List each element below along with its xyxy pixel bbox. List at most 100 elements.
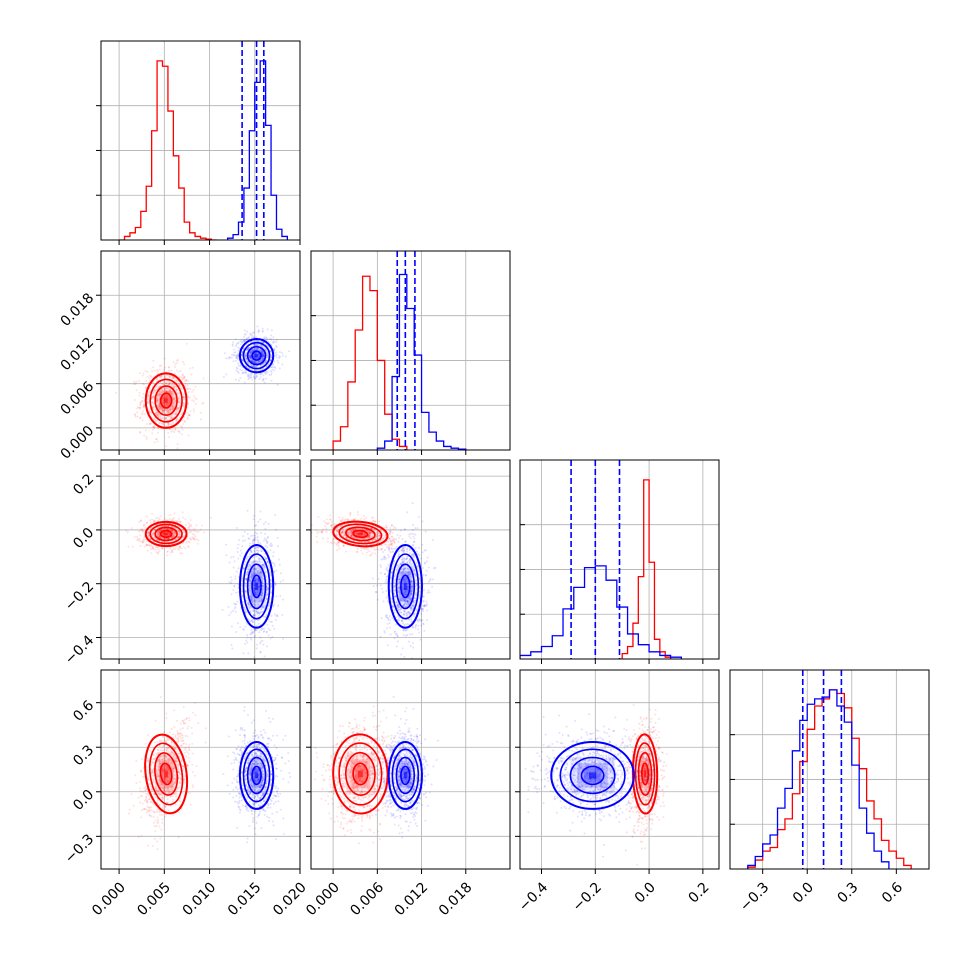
red-contour	[332, 733, 389, 815]
panel-r3-c3: −0.3 0.0 0.3 0.6	[729, 669, 930, 915]
red-contour	[144, 372, 188, 429]
x-tick-label: 0.0	[632, 879, 659, 906]
panel-r2-c0: −0.4 −0.2 0.0 0.2	[62, 459, 301, 668]
blue-contour	[550, 740, 635, 810]
y-tick-label: 0.0	[70, 525, 97, 552]
red-contour	[144, 520, 188, 548]
x-tick-label: −0.4	[516, 879, 551, 914]
red-histogram	[332, 275, 408, 450]
panel-frame	[100, 669, 301, 870]
x-tick-label: 0.006	[347, 879, 387, 919]
red-contour	[634, 742, 656, 806]
red-contour	[154, 752, 179, 796]
red-contour	[338, 742, 383, 806]
blue-contour	[395, 756, 416, 795]
y-tick-label: 0.006	[58, 379, 98, 419]
y-tick-label: 0.0	[70, 787, 97, 814]
panel-frame	[519, 669, 720, 870]
x-tick-label: 0.018	[436, 879, 476, 919]
panel-frame	[100, 459, 301, 660]
x-tick-label: 0.005	[134, 879, 174, 919]
panel-r2-c1	[306, 459, 511, 664]
panel-r1-c1	[310, 250, 511, 455]
y-tick-label: 0.018	[58, 290, 98, 330]
blue-contour	[238, 740, 275, 810]
y-tick-label: −0.3	[62, 831, 97, 866]
red-contour	[149, 523, 183, 545]
red-contour	[149, 378, 183, 423]
red-contour	[159, 762, 173, 786]
blue-contour	[238, 544, 275, 629]
blue-histogram	[226, 60, 288, 240]
blue-contour	[246, 756, 267, 795]
blue-contour	[238, 338, 275, 374]
red-contour	[352, 529, 369, 539]
panel-frame	[310, 250, 511, 451]
red-contour	[352, 762, 369, 786]
x-tick-label: −0.2	[570, 879, 605, 914]
blue-contour	[242, 553, 271, 620]
y-tick-label: 0.012	[58, 334, 98, 374]
y-tick-label: −0.2	[62, 579, 97, 614]
blue-contour	[251, 350, 262, 361]
x-tick-label: 0.3	[834, 879, 861, 906]
blue-contour	[559, 748, 626, 803]
y-tick-label: 0.3	[70, 742, 97, 769]
red-contour	[345, 526, 376, 542]
red-contour	[159, 392, 173, 409]
red-contour	[144, 733, 189, 815]
x-tick-label: 0.010	[180, 879, 220, 919]
blue-contour	[251, 574, 262, 599]
x-tick-label: −0.3	[737, 879, 772, 914]
blue-contour	[391, 553, 420, 620]
y-tick-label: 0.6	[70, 698, 97, 725]
red-histogram	[119, 60, 217, 240]
blue-contour	[387, 740, 423, 810]
x-tick-label: 0.0	[790, 879, 817, 906]
panel-frame	[100, 250, 301, 451]
red-density	[155, 752, 178, 796]
blue-contour	[242, 341, 271, 370]
x-tick-label: 0.2	[686, 879, 713, 906]
blue-histogram	[376, 273, 467, 450]
panel-frame	[519, 459, 720, 660]
red-histogram	[621, 479, 672, 659]
blue-contour	[400, 765, 411, 786]
x-tick-label: 0.020	[270, 879, 310, 919]
blue-density	[570, 757, 615, 794]
y-tick-label: −0.4	[62, 632, 97, 667]
panel-r3-c1: 0.000 0.006 0.012 0.018	[303, 669, 511, 919]
blue-histogram	[520, 565, 683, 659]
panel-frame	[310, 669, 511, 870]
red-density	[638, 752, 652, 796]
panel-r3-c2: −0.4 −0.2 0.0 0.2	[515, 669, 720, 915]
blue-contour	[246, 345, 267, 366]
blue-contour	[387, 544, 423, 629]
red-contour	[154, 526, 178, 542]
red-contour	[159, 529, 173, 539]
blue-contour	[391, 748, 420, 803]
blue-contour	[400, 574, 411, 599]
x-tick-label: 0.6	[879, 879, 906, 906]
blue-contour	[569, 756, 616, 795]
panel-r2-c2	[519, 459, 720, 664]
blue-histogram	[747, 689, 890, 869]
x-tick-label: 0.015	[225, 879, 265, 919]
red-contour	[338, 523, 383, 545]
y-tick-label: 0.2	[70, 471, 97, 498]
panel-r3-c0: 0.000 0.005 0.010 0.015 0.020 −0.3 0.0 0.3 0.6	[62, 669, 310, 919]
red-contour	[332, 520, 389, 548]
panel-frame	[100, 40, 301, 241]
blue-contour	[395, 563, 416, 610]
panel-r0-c0	[96, 40, 301, 245]
red-contour	[631, 733, 659, 815]
x-tick-label: 0.000	[89, 879, 129, 919]
y-tick-label: 0.000	[58, 423, 98, 463]
red-density	[155, 527, 178, 541]
red-contour	[148, 742, 184, 806]
blue-contour	[580, 765, 605, 786]
red-contour	[154, 385, 178, 417]
red-contour	[637, 751, 653, 796]
